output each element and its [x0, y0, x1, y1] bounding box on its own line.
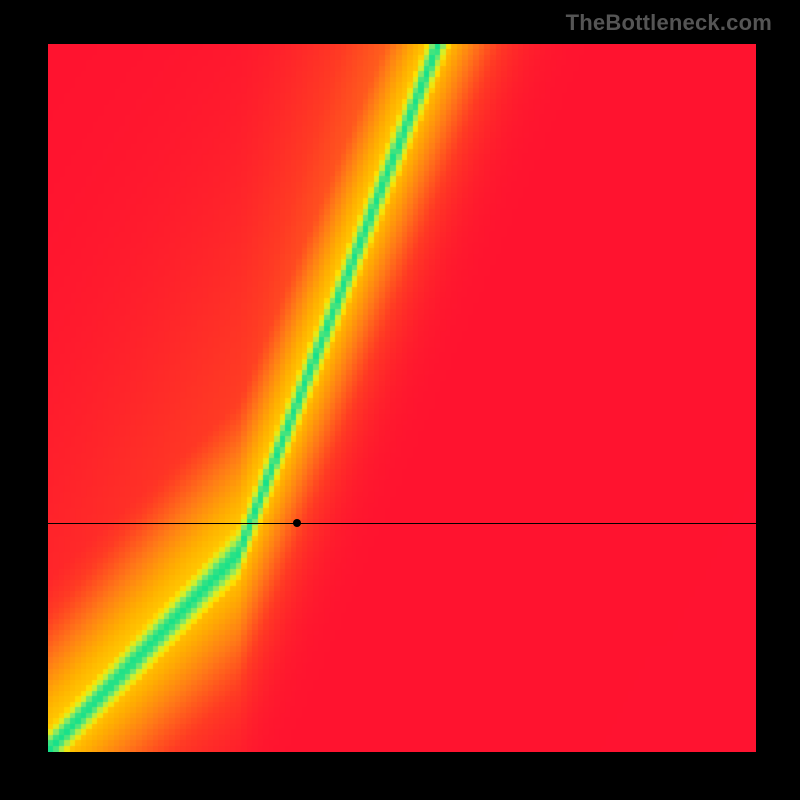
watermark-text: TheBottleneck.com	[566, 10, 772, 36]
crosshair-horizontal	[48, 523, 756, 524]
heatmap-canvas	[48, 44, 756, 752]
plot-area	[48, 44, 756, 752]
crosshair-vertical	[297, 752, 298, 800]
figure-root: TheBottleneck.com	[0, 0, 800, 800]
crosshair-marker	[293, 519, 301, 527]
